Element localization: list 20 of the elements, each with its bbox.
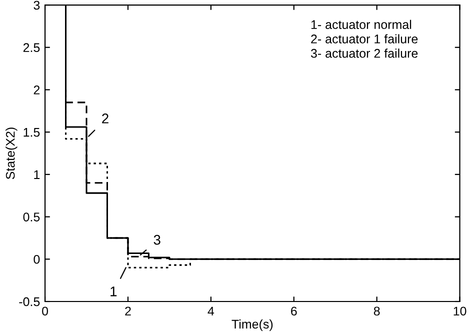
y-tick-label: 1.5 [24,128,40,137]
y-tick-label: 0.5 [23,212,40,222]
x-axis-title: Time(s) [232,319,273,332]
x-tick-label: 6 [291,306,297,316]
x-tick-label: 0 [42,306,48,316]
y-tick-label: 2 [34,86,40,94]
annotation: 2 [102,114,108,124]
y-tick-label: 3 [34,0,40,10]
x-tick-label: 4 [208,306,214,316]
annotation: 1- actuator normal 2- actuator 1 failure 3- actuator 2 failure [310,20,418,58]
y-tick-label: 0 [34,254,40,264]
x-tick-label: 8 [374,306,380,316]
annotation: 3 [154,234,160,245]
x-tick-label: 10 [454,306,466,316]
y-tick-label: 1 [34,170,40,179]
y-tick-label: 2.5 [23,43,40,52]
x-tick-label: 2 [125,306,131,316]
annotation: 1 [110,286,117,296]
y-axis-title: State(X2) [6,128,18,180]
y-tick-label: -0.5 [19,297,40,306]
